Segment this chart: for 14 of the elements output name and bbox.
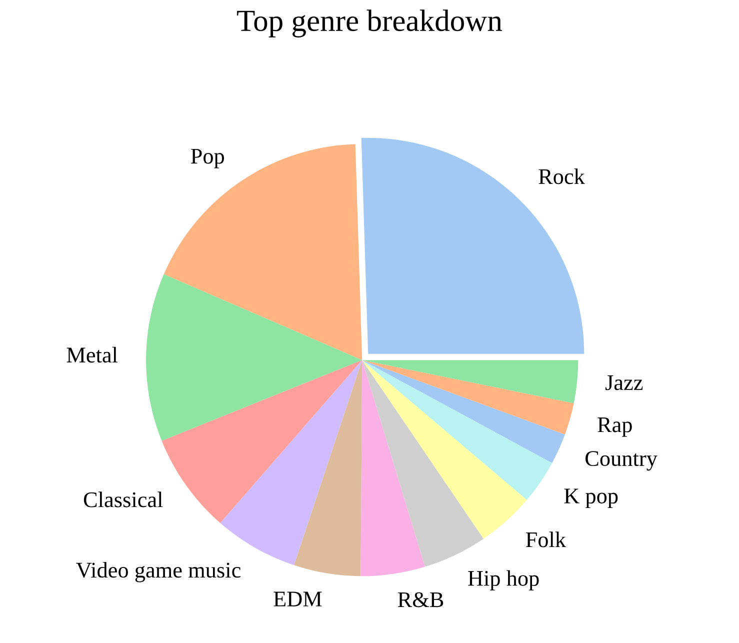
- slice-label: Rap: [598, 418, 632, 437]
- slice-label: K pop: [564, 488, 618, 508]
- slice-label: Classical: [84, 492, 163, 508]
- slice-label: EDM: [274, 592, 322, 606]
- slice-label: Pop: [190, 148, 224, 168]
- slice-label: Rock: [538, 168, 585, 184]
- slice-label: Country: [586, 451, 658, 471]
- slice-label: R&B: [398, 592, 444, 608]
- chart-title: Top genre breakdown: [237, 10, 502, 38]
- slice-label: Jazz: [605, 375, 643, 390]
- slice-label: Metal: [66, 346, 118, 363]
- slice-label: Video game music: [76, 562, 240, 582]
- slice-label: Hip hop: [468, 570, 539, 590]
- slice-label: Folk: [526, 532, 566, 548]
